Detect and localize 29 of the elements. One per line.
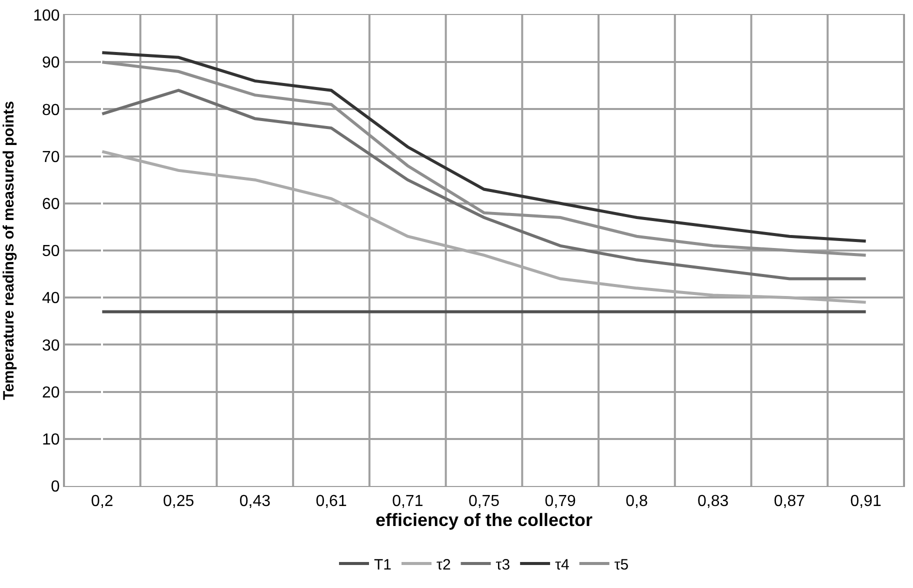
y-tick-label: 90: [42, 54, 60, 72]
y-tick-label: 60: [42, 196, 60, 213]
x-axis-title: efficiency of the collector: [375, 510, 593, 530]
x-tick-label: 0,43: [239, 493, 271, 510]
y-tick-label: 30: [42, 337, 60, 354]
y-tick-label: 100: [33, 8, 60, 25]
y-tick-label: 80: [42, 102, 60, 119]
y-tick-label: 10: [42, 432, 60, 448]
y-tick-label: 40: [42, 290, 60, 308]
x-tick-label: 0,8: [626, 493, 648, 510]
x-tick-label: 0,79: [544, 493, 576, 510]
legend-label: τ4: [555, 556, 570, 574]
x-tick-label: 0,2: [91, 493, 114, 510]
legend-label: τ2: [436, 556, 451, 574]
x-tick-label: 0,75: [468, 493, 500, 510]
y-tick-label: 20: [42, 384, 60, 402]
y-axis-title: Temperature readings of measured points: [0, 101, 18, 400]
y-tick-label: 50: [42, 243, 60, 260]
legend-label: τ3: [496, 556, 510, 574]
x-tick-label: 0,87: [774, 493, 806, 510]
y-tick-label: 0: [50, 478, 60, 496]
legend-label: τ5: [614, 556, 629, 574]
x-tick-label: 0,61: [316, 493, 347, 510]
x-tick-label: 0,71: [392, 493, 424, 510]
x-tick-label: 0,25: [162, 493, 194, 510]
x-tick-label: 0,83: [698, 493, 729, 510]
y-tick-label: 70: [42, 148, 60, 166]
x-tick-label: 0,91: [850, 493, 882, 510]
legend-label: T1: [374, 556, 392, 574]
